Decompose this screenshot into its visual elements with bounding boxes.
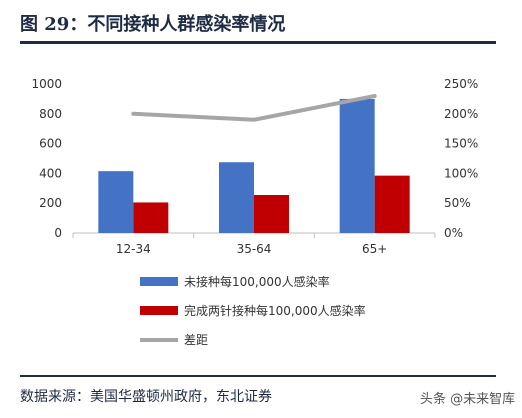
legend-swatch <box>140 306 178 315</box>
y2-tick-label: 0% <box>444 226 463 240</box>
y-tick-label: 0 <box>54 226 62 240</box>
legend-label: 未接种每100,000人感染率 <box>184 274 330 289</box>
y-tick-label: 800 <box>39 107 62 121</box>
y-tick-label: 400 <box>39 166 62 180</box>
x-tick-label: 35-64 <box>237 242 272 256</box>
bar-vaccinated <box>374 175 410 233</box>
y-tick-label: 1000 <box>31 77 62 91</box>
x-tick-label: 65+ <box>362 242 387 256</box>
legend-label: 差距 <box>184 333 208 347</box>
bar-unvaccinated <box>98 171 134 233</box>
x-tick-label: 12-34 <box>116 242 151 256</box>
figure-title: 图 29：不同接种人群感染率情况 <box>20 14 286 35</box>
y2-tick-label: 100% <box>444 166 478 180</box>
watermark: 头条 @未来智库 <box>420 392 516 407</box>
y-tick-label: 200 <box>39 196 62 210</box>
legend-swatch <box>140 277 178 286</box>
y-tick-label: 600 <box>39 137 62 151</box>
gap-line <box>131 93 377 122</box>
bar-unvaccinated <box>219 162 254 233</box>
bar-vaccinated <box>254 195 289 233</box>
bar-vaccinated <box>133 202 169 233</box>
legend-label: 完成两针接种每100,000人感染率 <box>184 303 366 318</box>
y2-tick-label: 200% <box>444 107 478 121</box>
bar-unvaccinated <box>339 98 375 234</box>
source-note: 数据来源：美国华盛顿州政府，东北证券 <box>20 389 272 405</box>
y2-tick-label: 150% <box>444 137 478 151</box>
y2-tick-label: 50% <box>444 196 471 210</box>
source-rule <box>20 375 496 377</box>
y2-tick-label: 250% <box>444 77 478 91</box>
title-rule <box>20 41 496 44</box>
